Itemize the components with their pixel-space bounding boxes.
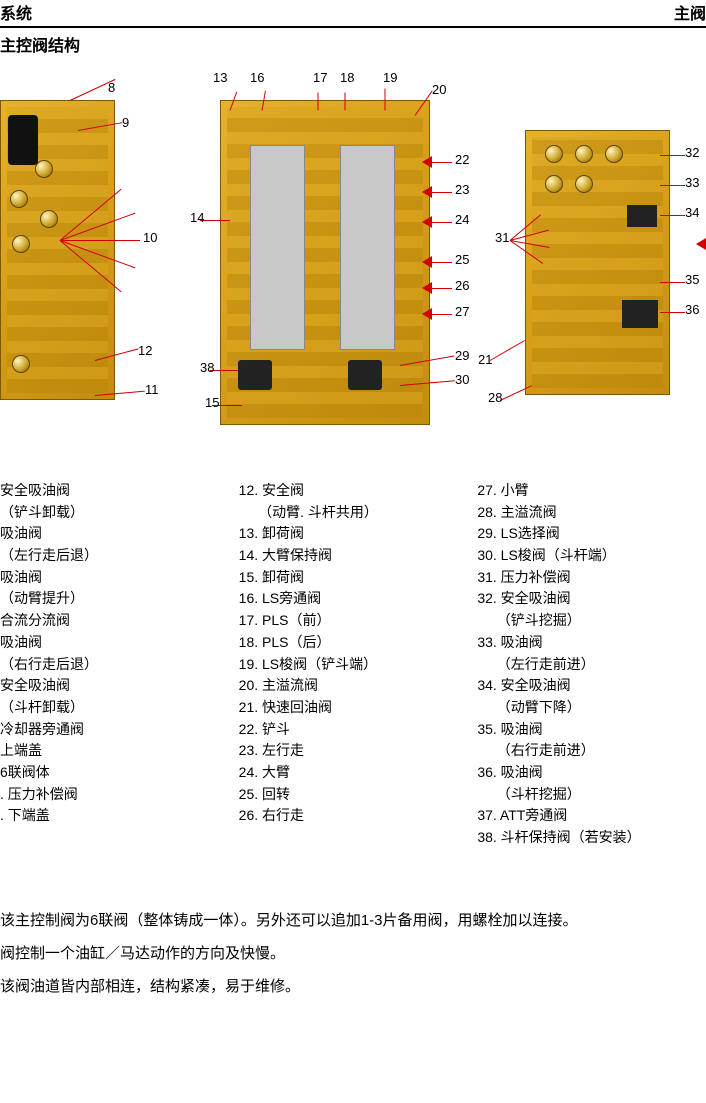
parts-item: 32. 安全吸油阀 — [477, 588, 706, 610]
parts-item: 16. LS旁通阀 — [239, 588, 468, 610]
parts-item: 36. 吸油阀 — [477, 762, 706, 784]
parts-item: 安全吸油阀 — [0, 480, 229, 502]
parts-item: 25. 回转 — [239, 784, 468, 806]
parts-item: 21. 快速回油阀 — [239, 697, 468, 719]
callout-10: 10 — [143, 230, 157, 245]
callout-11: 11 — [145, 382, 159, 397]
callout-14: 14 — [190, 210, 204, 225]
parts-item: 14. 大臂保持阀 — [239, 545, 468, 567]
parts-item: 19. LS梭阀（铲斗端） — [239, 654, 468, 676]
port-29 — [348, 360, 382, 390]
parts-item: 20. 主溢流阀 — [239, 675, 468, 697]
parts-item: 合流分流阀 — [0, 610, 229, 632]
parts-item: 24. 大臂 — [239, 762, 468, 784]
port-34 — [627, 205, 657, 227]
callout-13: 13 — [213, 70, 227, 85]
parts-item: （斗杆挖掘） — [477, 784, 706, 806]
callout-26: 26 — [455, 278, 469, 293]
parts-col-1: 安全吸油阀（铲斗卸载）吸油阀（左行走后退）吸油阀（动臂提升）合流分流阀吸油阀（右… — [0, 480, 229, 849]
callout-22: 22 — [455, 152, 469, 167]
callout-38: 38 — [200, 360, 214, 375]
parts-item: （右行走后退） — [0, 654, 229, 676]
header-rule — [0, 26, 706, 28]
callout-17: 17 — [313, 70, 327, 85]
parts-item: （铲斗卸载） — [0, 502, 229, 524]
callout-34: 34 — [685, 205, 699, 220]
parts-item: 30. LS梭阀（斗杆端） — [477, 545, 706, 567]
callout-29: 29 — [455, 348, 469, 363]
parts-item: （动臂下降） — [477, 697, 706, 719]
callout-35: 35 — [685, 272, 699, 287]
callout-27: 27 — [455, 304, 469, 319]
parts-item: 12. 安全阀 — [239, 480, 468, 502]
parts-item: 安全吸油阀 — [0, 675, 229, 697]
callout-15: 15 — [205, 395, 219, 410]
callout-12: 12 — [138, 343, 152, 358]
parts-item: 38. 斗杆保持阀（若安装） — [477, 827, 706, 849]
header-right: 主阀 — [674, 0, 706, 24]
parts-item: 冷却器旁通阀 — [0, 719, 229, 741]
parts-item: 37. ATT旁通阀 — [477, 805, 706, 827]
callout-25: 25 — [455, 252, 469, 267]
callout-9: 9 — [122, 115, 129, 130]
callout-19: 19 — [383, 70, 397, 85]
callout-33: 33 — [685, 175, 699, 190]
parts-item: （铲斗挖掘） — [477, 610, 706, 632]
parts-col-3: 27. 小臂28. 主溢流阀29. LS选择阀30. LS梭阀（斗杆端）31. … — [477, 480, 706, 849]
parts-item: 33. 吸油阀 — [477, 632, 706, 654]
parts-item: 13. 卸荷阀 — [239, 523, 468, 545]
valve-right-view — [525, 130, 670, 395]
parts-item: 27. 小臂 — [477, 480, 706, 502]
callout-24: 24 — [455, 212, 469, 227]
parts-item: 18. PLS（后） — [239, 632, 468, 654]
callout-32: 32 — [685, 145, 699, 160]
callout-30: 30 — [455, 372, 469, 387]
parts-item: 吸油阀 — [0, 523, 229, 545]
callout-8: 8 — [108, 80, 115, 95]
callout-20: 20 — [432, 82, 446, 97]
callout-23: 23 — [455, 182, 469, 197]
callout-21: 21 — [478, 352, 492, 367]
callout-36: 36 — [685, 302, 699, 317]
parts-item: . 下端盖 — [0, 805, 229, 827]
parts-item: 23. 左行走 — [239, 740, 468, 762]
paragraph: 该阀油道皆内部相连，结构紧凑，易于维修。 — [0, 970, 706, 1003]
callout-28: 28 — [488, 390, 502, 405]
parts-col-2: 12. 安全阀 （动臂. 斗杆共用）13. 卸荷阀14. 大臂保持阀15. 卸荷… — [239, 480, 468, 849]
parts-item: 上端盖 — [0, 740, 229, 762]
parts-item: 28. 主溢流阀 — [477, 502, 706, 524]
callout-16: 16 — [250, 70, 264, 85]
parts-item: . 压力补偿阀 — [0, 784, 229, 806]
parts-list: 安全吸油阀（铲斗卸载）吸油阀（左行走后退）吸油阀（动臂提升）合流分流阀吸油阀（右… — [0, 480, 706, 849]
parts-item: （左行走后退） — [0, 545, 229, 567]
parts-item: （左行走前进） — [477, 654, 706, 676]
parts-item: 6联阀体 — [0, 762, 229, 784]
port-36 — [622, 300, 658, 328]
parts-item: 15. 卸荷阀 — [239, 567, 468, 589]
paragraph: 该主控制阀为6联阀（整体铸成一体）。另外还可以追加1-3片备用阀，用螺栓加以连接… — [0, 904, 706, 937]
parts-item: （动臂提升） — [0, 588, 229, 610]
parts-item: （斗杆卸载） — [0, 697, 229, 719]
port-38 — [238, 360, 272, 390]
parts-item: 22. 铲斗 — [239, 719, 468, 741]
parts-item: 吸油阀 — [0, 632, 229, 654]
description-text: 该主控制阀为6联阀（整体铸成一体）。另外还可以追加1-3片备用阀，用螺栓加以连接… — [0, 904, 706, 1003]
parts-item: 29. LS选择阀 — [477, 523, 706, 545]
callout-31: 31 — [495, 230, 509, 245]
parts-item: 17. PLS（前） — [239, 610, 468, 632]
parts-item: （右行走前进） — [477, 740, 706, 762]
header-left: 系统 — [0, 0, 32, 24]
parts-item: 吸油阀 — [0, 567, 229, 589]
valve-diagram: 8 9 10 12 11 13 16 17 18 19 20 14 38 15 … — [0, 60, 706, 420]
handle — [8, 115, 38, 165]
parts-item: 31. 压力补偿阀 — [477, 567, 706, 589]
callout-18: 18 — [340, 70, 354, 85]
parts-item: 26. 右行走 — [239, 805, 468, 827]
parts-item: 34. 安全吸油阀 — [477, 675, 706, 697]
parts-item: 35. 吸油阀 — [477, 719, 706, 741]
page-header: 系统 主阀 — [0, 0, 706, 26]
section-title: 主控阀结构 — [0, 32, 706, 56]
paragraph: 阀控制一个油缸／马达动作的方向及快慢。 — [0, 937, 706, 970]
parts-item: （动臂. 斗杆共用） — [239, 502, 468, 524]
